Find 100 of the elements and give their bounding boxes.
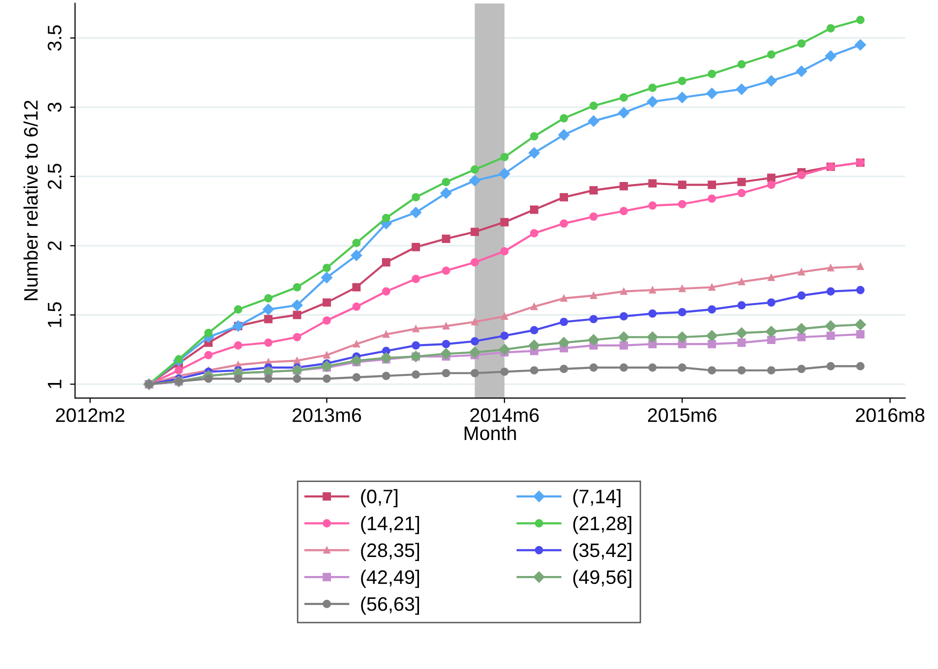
point (708, 180, 716, 189)
point (620, 288, 628, 295)
point (648, 179, 657, 188)
point (708, 284, 716, 291)
y-axis-title: Number relative to 6/12 (24, 100, 38, 300)
point (530, 366, 538, 375)
point (767, 174, 776, 182)
point (798, 268, 805, 276)
point (588, 115, 600, 127)
point (380, 352, 392, 364)
point (442, 368, 450, 378)
point (442, 178, 450, 186)
point (470, 228, 479, 236)
point (676, 92, 688, 104)
x-axis-title: Month (464, 426, 516, 440)
point (796, 66, 808, 77)
point (737, 188, 746, 198)
point (648, 84, 657, 92)
point (589, 314, 598, 324)
point (646, 332, 658, 343)
point (708, 366, 716, 375)
point (442, 234, 450, 243)
point (382, 330, 390, 338)
point (736, 84, 748, 95)
point (528, 147, 540, 159)
y-tick-label: 3.5 (48, 25, 62, 51)
point (321, 272, 332, 284)
legend-label: (0,7] (361, 489, 398, 508)
point (589, 102, 598, 110)
point (738, 278, 746, 286)
point (590, 292, 598, 300)
point (856, 263, 864, 270)
point (412, 242, 420, 252)
point (560, 294, 568, 302)
point (797, 39, 806, 48)
point (530, 229, 538, 238)
point (234, 374, 242, 383)
point (708, 305, 716, 314)
point (797, 291, 806, 300)
point (737, 366, 746, 375)
point (706, 88, 718, 99)
point (854, 319, 866, 330)
point (352, 302, 361, 311)
point (856, 362, 865, 370)
point (620, 206, 628, 216)
point (826, 362, 835, 370)
y-tick-label: 1.5 (48, 302, 62, 327)
x-tick-label: 2014m6 (470, 408, 539, 422)
point (470, 368, 479, 378)
point (620, 182, 628, 190)
point (498, 168, 510, 180)
point (620, 341, 628, 350)
point (678, 76, 686, 86)
point (767, 366, 776, 375)
point (620, 93, 628, 102)
point (588, 334, 600, 346)
point (676, 332, 688, 343)
point (469, 175, 480, 186)
point (708, 340, 716, 348)
point (648, 363, 657, 372)
point (528, 340, 540, 352)
point (264, 314, 272, 324)
point (471, 318, 478, 326)
point (737, 338, 746, 347)
point (442, 322, 450, 330)
point (589, 186, 598, 194)
point (292, 374, 302, 383)
point (412, 341, 420, 350)
point (767, 336, 776, 344)
point (442, 340, 450, 348)
point (589, 363, 598, 372)
point (589, 212, 598, 221)
legend-label: (7,14] (573, 489, 620, 508)
point (292, 283, 302, 292)
legend-label: (21,28] (573, 516, 632, 534)
point (826, 332, 835, 340)
point (322, 264, 331, 272)
y-tick-label: 3 (48, 102, 62, 112)
point (826, 287, 835, 296)
point (767, 180, 776, 189)
point (442, 266, 450, 275)
point (500, 247, 509, 256)
legend-label: (42,49] (361, 570, 420, 588)
point (560, 364, 568, 374)
point (560, 219, 568, 228)
point (440, 348, 452, 360)
point (766, 326, 777, 338)
legend-label: (14,21] (361, 516, 420, 534)
point (646, 96, 658, 108)
point (470, 337, 479, 346)
point (530, 206, 538, 214)
point (350, 355, 362, 366)
point (827, 264, 834, 272)
legend-label: (49,56] (573, 570, 632, 588)
point (204, 328, 213, 338)
x-tick-label: 2013m6 (292, 408, 362, 422)
point (678, 180, 686, 189)
point (412, 325, 420, 332)
point (500, 332, 509, 340)
point (678, 363, 686, 372)
